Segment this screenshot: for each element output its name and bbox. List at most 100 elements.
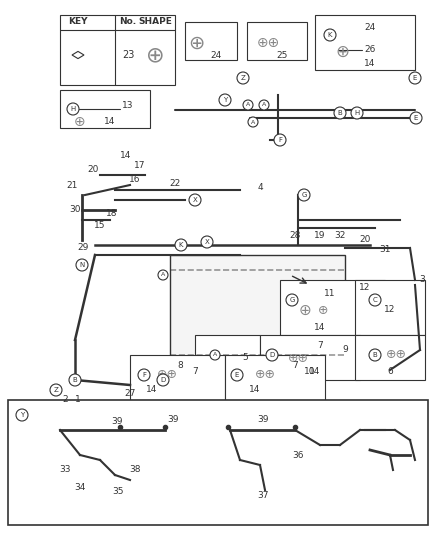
Circle shape [243, 100, 253, 110]
Circle shape [369, 349, 381, 361]
Text: 20: 20 [87, 166, 99, 174]
Text: 24: 24 [364, 23, 376, 33]
Text: G: G [301, 192, 307, 198]
Text: SHAPE: SHAPE [138, 18, 172, 27]
Bar [130, 355, 225, 400]
Text: 6: 6 [387, 367, 393, 376]
Circle shape [201, 236, 213, 248]
Circle shape [138, 369, 150, 381]
Text: H: H [71, 106, 76, 112]
Text: 14: 14 [364, 60, 376, 69]
Circle shape [274, 134, 286, 146]
Circle shape [324, 29, 336, 41]
Text: N: N [79, 262, 85, 268]
Circle shape [157, 374, 169, 386]
Polygon shape [72, 51, 84, 59]
Text: 4: 4 [257, 183, 263, 192]
Text: 7: 7 [292, 360, 298, 369]
Bar [195, 335, 260, 380]
Text: B: B [373, 352, 378, 358]
Circle shape [69, 374, 81, 386]
Text: H: H [354, 110, 360, 116]
Text: ⊕: ⊕ [318, 303, 328, 317]
Text: ⊕⊕: ⊕⊕ [156, 368, 177, 382]
Text: 26: 26 [364, 45, 376, 54]
Text: 39: 39 [111, 417, 123, 426]
Text: 5: 5 [242, 353, 248, 362]
Text: 24: 24 [210, 51, 222, 60]
Text: 1: 1 [75, 395, 81, 405]
Text: 10: 10 [304, 367, 316, 376]
Text: 29: 29 [78, 243, 88, 252]
Bar [260, 335, 360, 380]
Circle shape [259, 100, 269, 110]
Bar [60, 15, 175, 85]
Circle shape [266, 349, 278, 361]
Text: 7: 7 [192, 367, 198, 376]
Bar [170, 255, 345, 365]
Text: 8: 8 [177, 360, 183, 369]
Text: A: A [262, 102, 266, 108]
Bar [355, 280, 425, 335]
Text: 39: 39 [167, 416, 179, 424]
Text: K: K [328, 32, 332, 38]
Circle shape [409, 72, 421, 84]
Text: 13: 13 [122, 101, 134, 109]
Text: G: G [290, 297, 295, 303]
Text: 22: 22 [170, 179, 180, 188]
Text: 39: 39 [257, 416, 269, 424]
Text: 3: 3 [419, 276, 425, 285]
Bar [185, 22, 237, 60]
Bar [280, 280, 385, 335]
Text: A: A [251, 119, 255, 125]
Text: 20: 20 [359, 236, 371, 245]
Bar [315, 15, 415, 70]
Text: 11: 11 [324, 288, 336, 297]
Text: 35: 35 [112, 488, 124, 497]
Text: 19: 19 [314, 230, 326, 239]
Text: F: F [278, 137, 282, 143]
Text: ⊕⊕: ⊕⊕ [254, 368, 276, 382]
Bar [247, 22, 307, 60]
Circle shape [210, 350, 220, 360]
Text: 36: 36 [292, 450, 304, 459]
Text: ⊕: ⊕ [188, 34, 204, 52]
Text: 21: 21 [66, 181, 78, 190]
Circle shape [219, 94, 231, 106]
Text: B: B [338, 110, 343, 116]
Text: A: A [161, 272, 165, 278]
Text: 12: 12 [384, 305, 396, 314]
Text: K: K [179, 242, 183, 248]
Text: 18: 18 [106, 208, 118, 217]
Text: 32: 32 [334, 230, 346, 239]
Text: D: D [269, 352, 275, 358]
Text: 15: 15 [94, 221, 106, 230]
Text: Z: Z [53, 387, 58, 393]
Text: 37: 37 [257, 490, 269, 499]
Bar [355, 335, 425, 380]
Circle shape [286, 294, 298, 306]
Circle shape [369, 294, 381, 306]
Text: 12: 12 [359, 284, 371, 293]
Circle shape [231, 369, 243, 381]
Text: F: F [142, 372, 146, 378]
Circle shape [158, 270, 168, 280]
Text: 28: 28 [290, 230, 301, 239]
Text: 14: 14 [120, 150, 132, 159]
Text: E: E [235, 372, 239, 378]
Text: 2: 2 [62, 395, 68, 405]
Text: 38: 38 [129, 465, 141, 474]
Text: ⊕: ⊕ [146, 45, 164, 65]
Text: 7: 7 [317, 341, 323, 350]
Text: X: X [193, 197, 198, 203]
Bar [8, 400, 428, 525]
Text: Z: Z [240, 75, 245, 81]
Circle shape [175, 239, 187, 251]
Circle shape [410, 112, 422, 124]
Text: 27: 27 [124, 389, 136, 398]
Text: A: A [213, 352, 217, 358]
Text: 9: 9 [342, 345, 348, 354]
Text: C: C [373, 297, 378, 303]
Text: ⊕⊕: ⊕⊕ [256, 36, 279, 50]
Text: ⊕⊕: ⊕⊕ [385, 349, 406, 361]
